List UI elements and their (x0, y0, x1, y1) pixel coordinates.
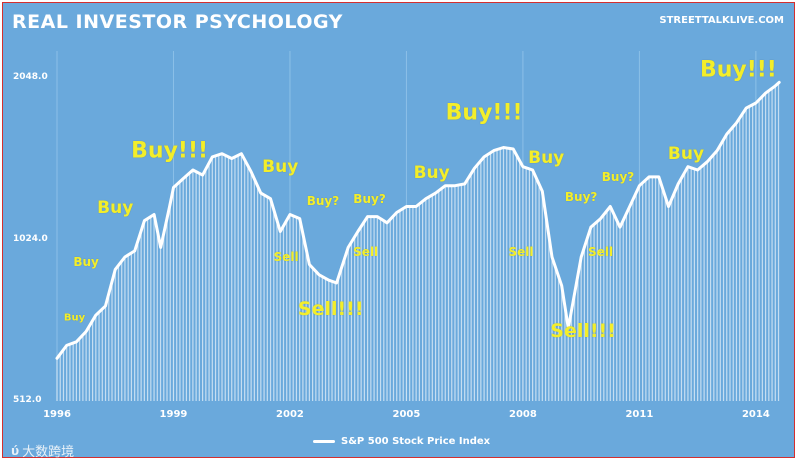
annotation-label: Buy!!! (445, 100, 523, 126)
annotation-label: Sell (508, 245, 534, 260)
annotation-label: Buy (73, 254, 99, 269)
legend-swatch (313, 439, 335, 443)
legend: S&P 500 Stock Price Index (313, 433, 490, 449)
annotation-label: Buy (262, 156, 299, 177)
annotation-label: Buy (413, 163, 450, 184)
annotation-label: Buy (97, 198, 134, 219)
watermark-logo-icon: ύ (11, 443, 19, 458)
annotation-label: Sell!!! (550, 320, 616, 343)
watermark: ύ 大数跨境 (11, 441, 75, 461)
y-tick-label: 512.0 (13, 395, 42, 405)
x-tick-label: 2008 (508, 409, 537, 420)
chart-plot (55, 51, 781, 401)
x-tick-label: 2005 (392, 409, 421, 420)
annotation-label: Buy (63, 312, 86, 324)
annotation-label: Sell!!! (297, 297, 364, 320)
x-tick-label: 1999 (159, 409, 188, 420)
annotation-label: Buy!!! (131, 138, 209, 164)
y-tick-label: 2048.0 (13, 72, 48, 83)
x-tick-label: 2014 (741, 409, 770, 420)
annotation-label: Buy? (564, 189, 598, 204)
watermark-text: 大数跨境 (22, 445, 75, 460)
annotation-label: Sell (588, 245, 614, 260)
annotation-label: Sell (353, 245, 379, 260)
x-tick-label: 2002 (276, 409, 304, 420)
annotation-label: Buy? (353, 191, 386, 206)
annotation-label: Buy? (306, 193, 340, 208)
y-tick-label: 1024.0 (13, 233, 48, 244)
x-tick-label: 1996 (43, 409, 71, 420)
x-tick-label: 2011 (625, 409, 654, 420)
annotation-label: Buy (667, 143, 705, 164)
sp500-line (55, 80, 781, 360)
source-label: STREETTALKLIVE.COM (659, 15, 784, 26)
annotation-label: Buy!!! (699, 57, 777, 83)
chart-title: REAL INVESTOR PSYCHOLOGY (12, 11, 343, 33)
annotation-label: Buy? (601, 169, 635, 184)
annotation-label: Buy (528, 148, 565, 169)
legend-label: S&P 500 Stock Price Index (341, 435, 491, 447)
annotation-label: Sell (273, 249, 299, 264)
